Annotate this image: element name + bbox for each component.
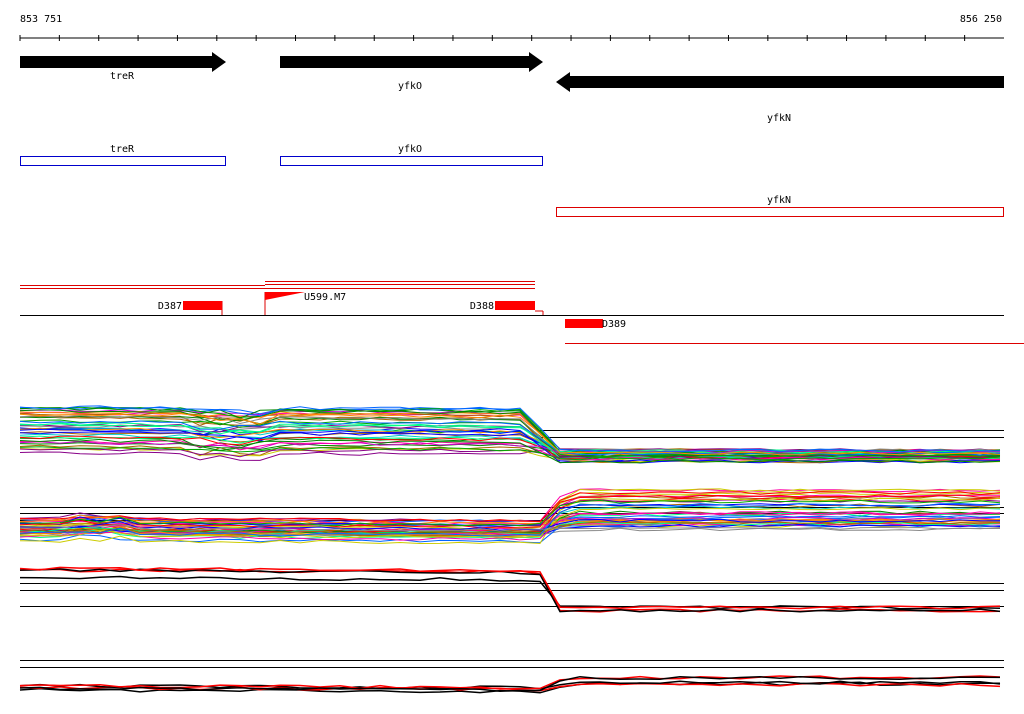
profile-line bbox=[19, 521, 1001, 535]
profile-line bbox=[19, 420, 1001, 456]
profile-line bbox=[19, 497, 1001, 545]
profile-line bbox=[19, 512, 1001, 541]
profile-line bbox=[19, 575, 1001, 610]
gene-label: yfkN bbox=[767, 113, 791, 124]
profile-line bbox=[20, 507, 1001, 539]
profile-line bbox=[19, 520, 1001, 527]
gene-arrow bbox=[556, 72, 1004, 92]
profile-line bbox=[19, 675, 1001, 693]
profile-line bbox=[19, 491, 1001, 523]
gene-arrow bbox=[20, 52, 226, 72]
feature bbox=[265, 292, 305, 300]
annotation-box bbox=[280, 156, 543, 166]
expression-profiles bbox=[19, 405, 1001, 694]
profile-line bbox=[19, 566, 1001, 610]
profile-line bbox=[19, 427, 1001, 464]
feature bbox=[183, 301, 222, 310]
profile-line bbox=[19, 680, 1001, 690]
feature bbox=[565, 319, 603, 328]
annotation-box bbox=[556, 207, 1004, 217]
annotation-label: yfkN bbox=[767, 195, 791, 206]
gene-arrow bbox=[280, 52, 543, 72]
profile-line bbox=[19, 422, 1001, 461]
profile-line bbox=[19, 405, 1001, 453]
profile-line bbox=[19, 438, 1001, 464]
gene-label: treR bbox=[110, 71, 135, 82]
profile-line bbox=[19, 494, 1001, 529]
ruler-start: 853 751 bbox=[20, 14, 62, 25]
feature bbox=[495, 301, 535, 310]
profile-line bbox=[19, 488, 1001, 530]
annotation-label: yfkO bbox=[398, 144, 422, 155]
profile-line bbox=[19, 568, 1001, 613]
profile-line bbox=[19, 511, 1001, 532]
track-lines bbox=[20, 430, 1004, 668]
profile-line bbox=[19, 446, 1001, 461]
feature-lines bbox=[20, 281, 1024, 344]
annotation-box bbox=[20, 156, 226, 166]
profile-line bbox=[19, 499, 1001, 527]
profile-line bbox=[20, 524, 1001, 532]
profile-line bbox=[19, 494, 1000, 536]
annotation-label: treR bbox=[110, 144, 135, 155]
feature-label: D389 bbox=[602, 319, 626, 330]
profile-line bbox=[19, 413, 1001, 456]
profile-line bbox=[19, 503, 1001, 532]
ruler-ticks bbox=[19, 35, 966, 41]
ruler-end: 856 250 bbox=[960, 14, 1002, 25]
feature-label: U599.M7 bbox=[304, 292, 346, 303]
profile-line bbox=[19, 502, 1001, 537]
gene-label: yfkO bbox=[398, 81, 422, 92]
feature-label: D387 bbox=[158, 301, 182, 312]
feature-label: D388 bbox=[470, 301, 494, 312]
